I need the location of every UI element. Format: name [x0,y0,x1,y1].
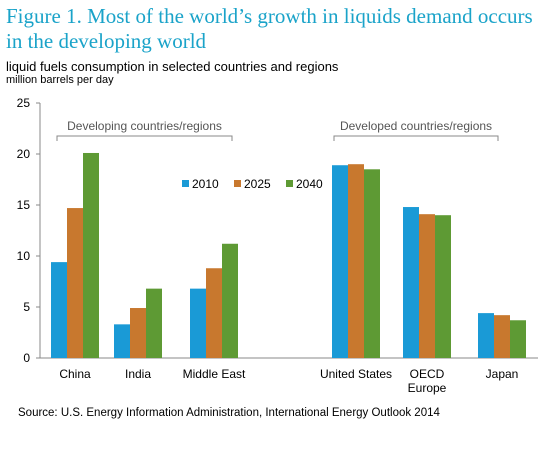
bar [190,288,206,358]
y-tick-label: 5 [23,300,30,314]
bars [51,152,526,358]
group-label: Developed countries/regions [340,119,492,133]
bar [222,243,238,358]
y-tick-label: 0 [23,351,30,365]
group-bracket [333,135,499,141]
bar [478,313,494,358]
source-note: Source: U.S. Energy Information Administ… [18,407,440,419]
x-tick-label: OECD [410,367,445,381]
legend-swatch [182,180,189,187]
group-brackets: Developing countries/regions Developed co… [56,119,499,141]
y-tick-label: 15 [17,198,31,212]
figure-title: Figure 1. Most of the world’s growth in … [6,4,533,53]
y-tick-label: 10 [17,249,31,263]
y-tick-label: 20 [17,147,31,161]
legend-label: 2010 [192,177,219,191]
group-label: Developing countries/regions [67,119,222,133]
bar [510,320,526,358]
bar [83,152,99,358]
bar [206,268,222,358]
x-tick-label: Middle East [183,367,246,381]
x-tick-label: Japan [486,367,519,381]
bar [130,308,146,358]
category-labels: China India Middle East United States OECDEu… [59,367,518,395]
bar [146,288,162,358]
bar [51,262,67,358]
bar [419,214,435,358]
bar [332,165,348,358]
units-label: million barrels per day [6,74,114,86]
x-tick-label: India [125,367,151,381]
bar [348,164,364,358]
group-bracket [56,135,233,141]
legend-swatch [286,180,293,187]
x-tick-label: China [59,367,91,381]
x-tick-label: Europe [408,381,447,395]
bar [364,169,380,358]
bar [435,215,451,358]
y-tick-label: 25 [17,96,31,110]
legend-swatch [234,180,241,187]
bar [403,207,419,358]
bar [494,315,510,358]
chart-subtitle: liquid fuels consumption in selected cou… [6,59,339,74]
bar [67,208,83,358]
bar [114,324,130,358]
legend: 2010 2025 2040 [182,177,323,191]
legend-label: 2025 [244,177,271,191]
legend-label: 2040 [296,177,323,191]
x-tick-label: United States [320,367,392,381]
